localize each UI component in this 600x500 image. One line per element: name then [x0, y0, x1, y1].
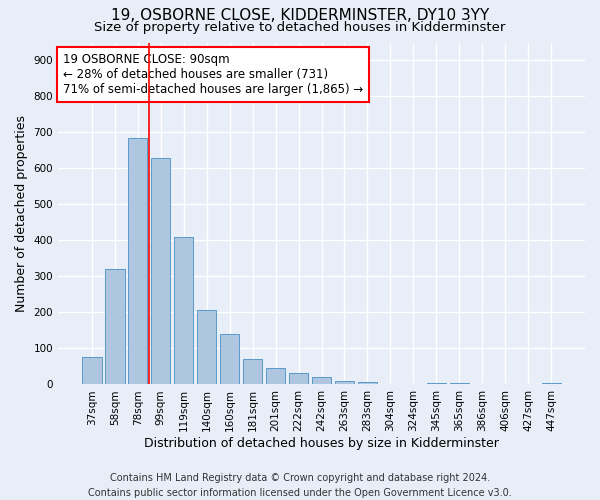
- Bar: [243, 360, 262, 384]
- Bar: [427, 382, 446, 384]
- X-axis label: Distribution of detached houses by size in Kidderminster: Distribution of detached houses by size …: [144, 437, 499, 450]
- Bar: [105, 270, 125, 384]
- Bar: [266, 368, 286, 384]
- Bar: [358, 382, 377, 384]
- Bar: [174, 237, 193, 384]
- Bar: [220, 334, 239, 384]
- Bar: [312, 378, 331, 384]
- Bar: [151, 158, 170, 384]
- Bar: [542, 382, 561, 384]
- Bar: [128, 138, 148, 384]
- Bar: [289, 373, 308, 384]
- Text: Size of property relative to detached houses in Kidderminster: Size of property relative to detached ho…: [94, 21, 506, 34]
- Text: 19, OSBORNE CLOSE, KIDDERMINSTER, DY10 3YY: 19, OSBORNE CLOSE, KIDDERMINSTER, DY10 3…: [111, 8, 489, 22]
- Bar: [82, 358, 101, 384]
- Text: Contains HM Land Registry data © Crown copyright and database right 2024.
Contai: Contains HM Land Registry data © Crown c…: [88, 472, 512, 498]
- Text: 19 OSBORNE CLOSE: 90sqm
← 28% of detached houses are smaller (731)
71% of semi-d: 19 OSBORNE CLOSE: 90sqm ← 28% of detache…: [64, 53, 364, 96]
- Y-axis label: Number of detached properties: Number of detached properties: [15, 115, 28, 312]
- Bar: [335, 381, 354, 384]
- Bar: [449, 382, 469, 384]
- Bar: [197, 310, 217, 384]
